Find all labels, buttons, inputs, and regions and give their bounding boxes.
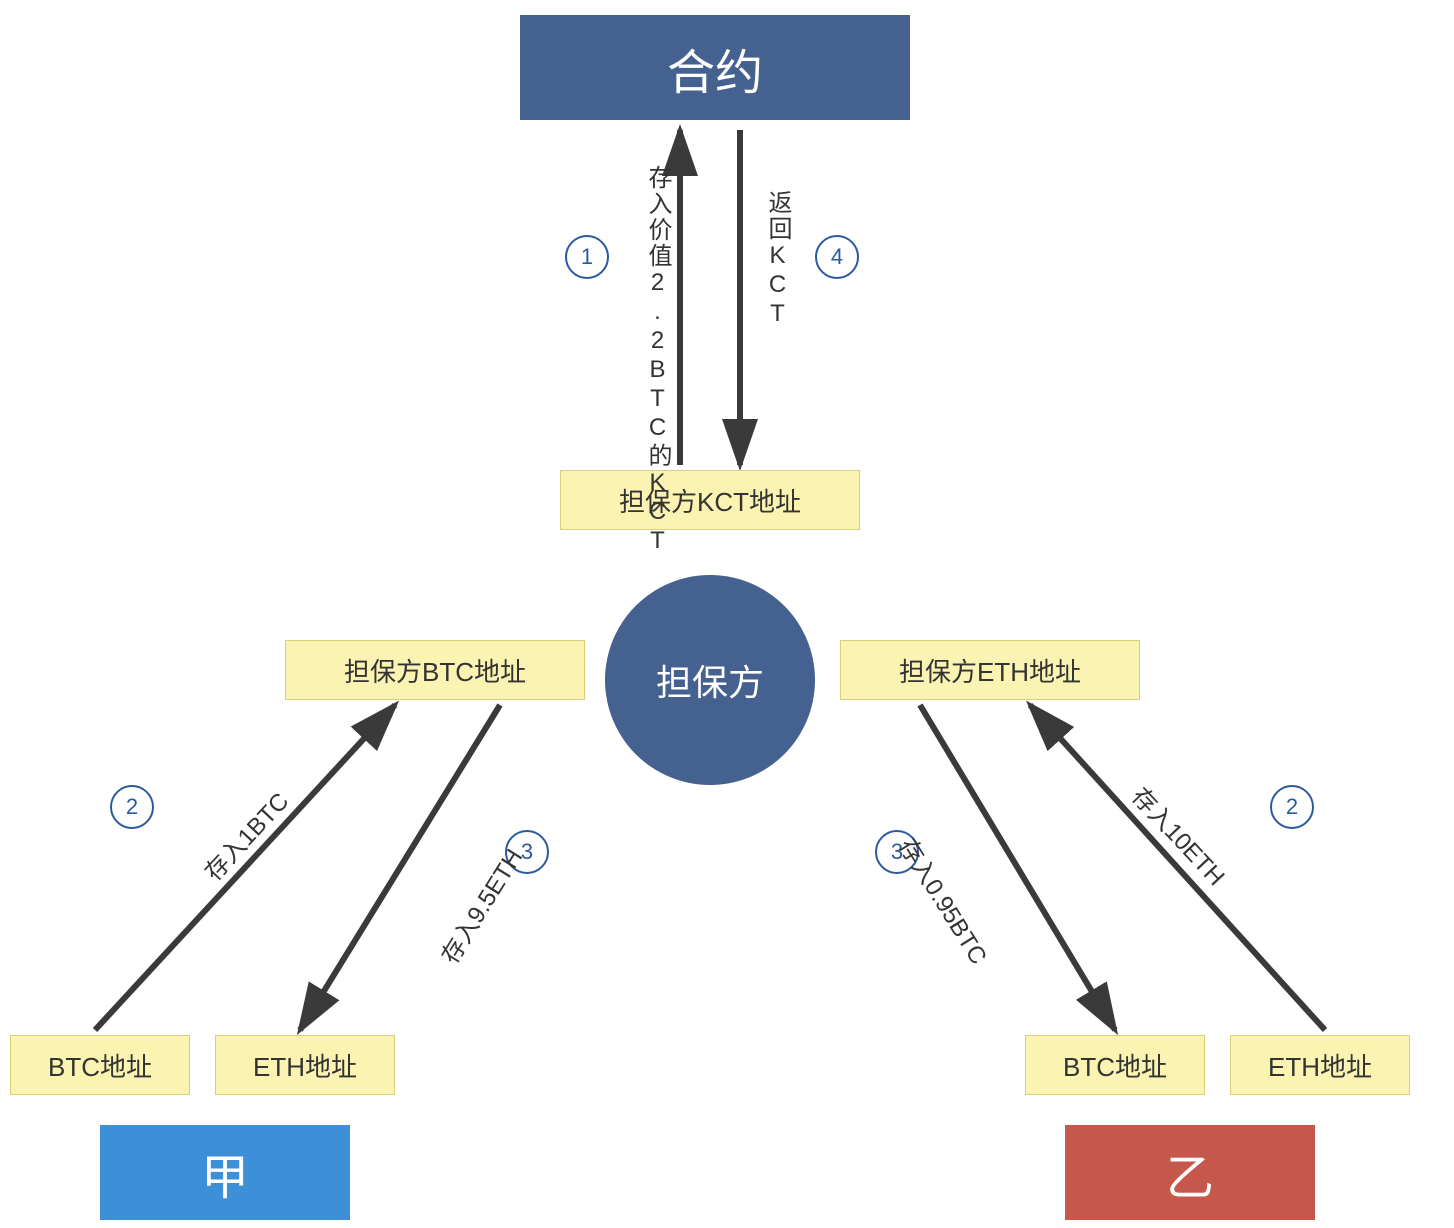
edge-label-e4_down: 返回KCT (760, 190, 795, 329)
edge-e3_to_b_btc (920, 705, 1115, 1030)
guarantor-btc-address: 担保方BTC地址 (285, 640, 585, 700)
guarantor-eth-address-label: 担保方ETH地址 (899, 652, 1081, 689)
step-badge-s2r: 2 (1270, 785, 1314, 829)
party-b-box: 乙 (1065, 1125, 1315, 1220)
party-a-box: 甲 (100, 1125, 350, 1220)
party-a-eth-address: ETH地址 (215, 1035, 395, 1095)
party-a-box-label: 甲 (201, 1138, 249, 1208)
guarantor-eth-address: 担保方ETH地址 (840, 640, 1140, 700)
step-badge-s4: 4 (815, 235, 859, 279)
edge-label-e2_right: 存入10ETH (1125, 778, 1234, 892)
edge-e3_to_a_eth (300, 705, 500, 1030)
edge-label-e1_up: 存入价值2.2BTC的KCT (640, 165, 675, 556)
guarantor-circle: 担保方 (605, 575, 815, 785)
contract-box-label: 合约 (667, 33, 763, 103)
step-badge-s2l-label: 2 (126, 794, 138, 820)
step-badge-s1-label: 1 (581, 244, 593, 270)
edge-label-e3_to_a_eth: 存入9.5ETH (431, 841, 529, 969)
guarantor-btc-address-label: 担保方BTC地址 (344, 652, 526, 689)
party-a-btc-address: BTC地址 (10, 1035, 190, 1095)
guarantor-circle-label: 担保方 (656, 654, 764, 706)
edge-e2_right (1030, 705, 1325, 1030)
party-b-eth-address-label: ETH地址 (1268, 1047, 1372, 1084)
party-b-btc-address: BTC地址 (1025, 1035, 1205, 1095)
party-b-box-label: 乙 (1166, 1138, 1214, 1208)
party-b-eth-address: ETH地址 (1230, 1035, 1410, 1095)
contract-box: 合约 (520, 15, 910, 120)
party-a-btc-address-label: BTC地址 (48, 1047, 152, 1084)
edge-e2_left (95, 705, 395, 1030)
diagram-canvas: 合约担保方KCT地址担保方BTC地址担保方ETH地址BTC地址ETH地址BTC地… (0, 0, 1454, 1228)
party-a-eth-address-label: ETH地址 (253, 1047, 357, 1084)
guarantor-kct-address: 担保方KCT地址 (560, 470, 860, 530)
step-badge-s2l: 2 (110, 785, 154, 829)
step-badge-s1: 1 (565, 235, 609, 279)
party-b-btc-address-label: BTC地址 (1063, 1047, 1167, 1084)
edge-label-e3_to_b_btc: 存入0.95BTC (892, 830, 997, 970)
step-badge-s2r-label: 2 (1286, 794, 1298, 820)
edge-label-e2_left: 存入1BTC (195, 783, 295, 887)
step-badge-s4-label: 4 (831, 244, 843, 270)
